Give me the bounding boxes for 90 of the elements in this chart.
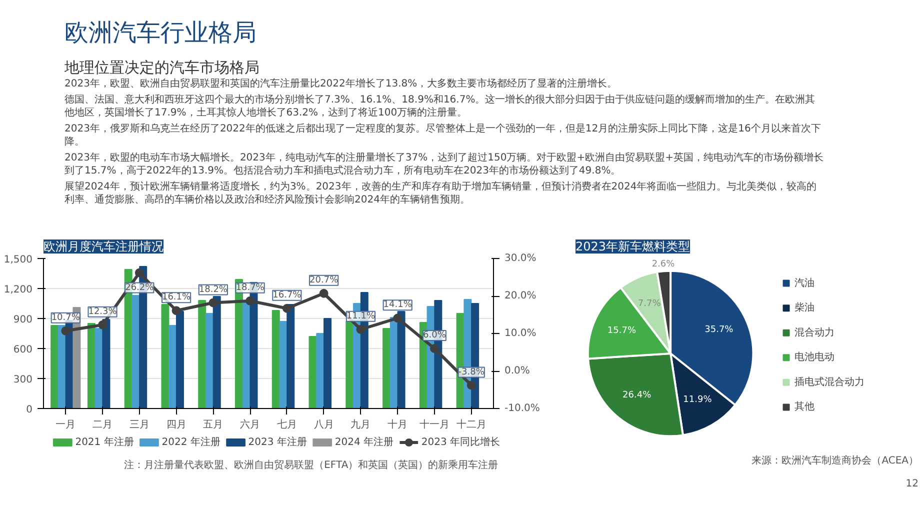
y2-tick-label: 20.0% (504, 290, 536, 302)
data-label: 26.2% (125, 282, 154, 293)
y2-tick-label: -10.0% (504, 403, 540, 414)
x-tick-label: 二月 (92, 420, 113, 430)
data-label: 12.3% (88, 306, 118, 317)
text: 德国、法国、意大利和西班牙这四个最大的市场分别增长了7.3%、16.1%、18.9%和16.7%。这一增长的很大部分归因于由于供应链问题的缓解而增加的生产。在欧洲其他地区，英国增长了17.9%，土耳其惊人地增长了63.2%，达到了将近100万辆的注册量。 (64, 94, 816, 118)
bar (324, 318, 332, 408)
bar (176, 311, 184, 408)
legend-label: 插电式混合动力 (794, 376, 865, 388)
bar (102, 319, 110, 408)
chart-title: 2023年新车燃料类型 (576, 240, 690, 254)
y2-tick-label: 10.0% (504, 328, 536, 339)
data-label: 2.6% (652, 260, 676, 270)
x-tick-label: 十月 (388, 418, 408, 430)
text: 12 (906, 478, 919, 490)
data-label: 15.7% (607, 326, 636, 336)
data-label: 16.1% (162, 292, 192, 303)
bar (87, 323, 96, 408)
legend-label: 2024 年注册 (334, 436, 394, 448)
bar (272, 310, 280, 408)
x-tick-label: 十二月 (456, 418, 486, 430)
legend-label: 其他 (794, 400, 815, 413)
x-tick-label: 七月 (276, 418, 297, 430)
y-tick-label: 600 (13, 344, 33, 356)
point (98, 320, 108, 330)
bar (212, 296, 221, 408)
x-tick-label: 五月 (203, 420, 224, 430)
legend-label: 汽油 (794, 276, 815, 289)
y-tick-label: 900 (13, 314, 33, 326)
x-tick-label: 八月 (314, 420, 334, 430)
text: 展望2024年，预计欧洲车辆销量将适度增长，约为3%。2023年，改善的生产和库存有助于增加车辆销量，但预计消费者在2024年将面临一些阻力。与北美类似，较高的利率、通货膨胀、高昂的车辆价格以及政治和经济风险预计会影响2024年的车辆销售预期。 (64, 180, 817, 206)
data-label: 18.7% (236, 282, 265, 293)
text: 地理位置决定的汽车市场格局 (64, 58, 260, 76)
chart-title: 欧洲月度汽车注册情况 (44, 240, 164, 254)
data-label: 14.1% (383, 300, 412, 310)
bar (382, 328, 391, 408)
point (246, 296, 255, 306)
legend-label: 2022 年注册 (162, 436, 220, 448)
bar (50, 325, 59, 408)
bar (161, 304, 170, 408)
point (393, 314, 402, 323)
legend-label: 电池电动 (794, 351, 835, 364)
bar (168, 325, 177, 408)
legend-label: 2023 年注册 (248, 436, 307, 448)
data-label: 35.7% (704, 325, 734, 336)
legend-label: 柴油 (794, 302, 815, 314)
point (134, 268, 144, 278)
point (208, 298, 218, 308)
text: 2023年，欧盟的电动车市场大幅增长。2023年，纯电动汽车的注册量增长了37%，达到了超过150万辆。对于欧盟+欧洲自由贸易联盟+英国，纯电动汽车的市场份额增长到了15.7%，高于2022年的13.9%。包括混合动力车和插电式混合动力车，所有电动车在2023年的市场份额达到了49.8%。 (64, 152, 824, 176)
y-tick-label: 0 (26, 404, 33, 416)
text: 注：月注册量代表欧盟、欧洲自由贸易联盟（EFTA）和英国（英国）的新乘用车注册 (124, 459, 498, 471)
data-label: 10.7% (51, 312, 80, 323)
text: 2023年，欧盟、欧洲自由贸易联盟和英国的汽车注册量比2022年增长了13.8%，大多数主要市场都经历了显著的注册增长。 (64, 78, 618, 90)
text: 2023年，俄罗斯和乌克兰在经历了2022年的低迷之后都出现了一定程度的复苏。尽管整体上是一个强劲的一年，但是12月的注册实际上同比下降，这是16个月以来首次下降。 (64, 122, 821, 148)
data-label: 18.2% (198, 284, 228, 295)
bar (205, 313, 214, 408)
x-tick-label: 一月 (56, 420, 76, 430)
source-note: 来源：欧洲汽车制造商协会（ACEA） (752, 454, 919, 466)
y2-tick-label: 30.0% (504, 253, 536, 264)
point (319, 288, 328, 298)
y-tick-label: 1,200 (4, 284, 33, 296)
point (282, 304, 292, 313)
point (466, 380, 476, 390)
bar (316, 333, 324, 408)
data-label: 26.4% (622, 390, 652, 400)
bar (198, 300, 206, 408)
text: 欧洲汽车行业格局 (64, 18, 256, 46)
y2-tick-label: 0.0% (504, 366, 530, 376)
point (430, 344, 439, 353)
x-tick-label: 九月 (350, 418, 371, 430)
point (356, 324, 366, 334)
bar (132, 295, 140, 408)
data-label: 11.9% (683, 394, 712, 405)
x-tick-label: 十一月 (419, 418, 450, 430)
legend-label: 2023 年同比增长 (421, 436, 500, 448)
x-tick-label: 四月 (166, 420, 186, 430)
data-label: 11.1% (346, 311, 376, 322)
y-tick-label: 1,500 (4, 254, 33, 266)
data-label: 7.7% (638, 299, 662, 310)
x-tick-label: 六月 (240, 418, 260, 430)
legend-label: 2021 年注册 (75, 436, 134, 448)
bar (286, 304, 295, 408)
bar (346, 321, 354, 408)
point (172, 306, 181, 316)
point (61, 326, 70, 336)
data-label: 6.0% (423, 330, 446, 340)
legend-label: 混合动力 (794, 326, 835, 338)
x-tick-label: 三月 (129, 420, 150, 430)
y-tick-label: 300 (13, 374, 33, 386)
bar (397, 311, 406, 408)
